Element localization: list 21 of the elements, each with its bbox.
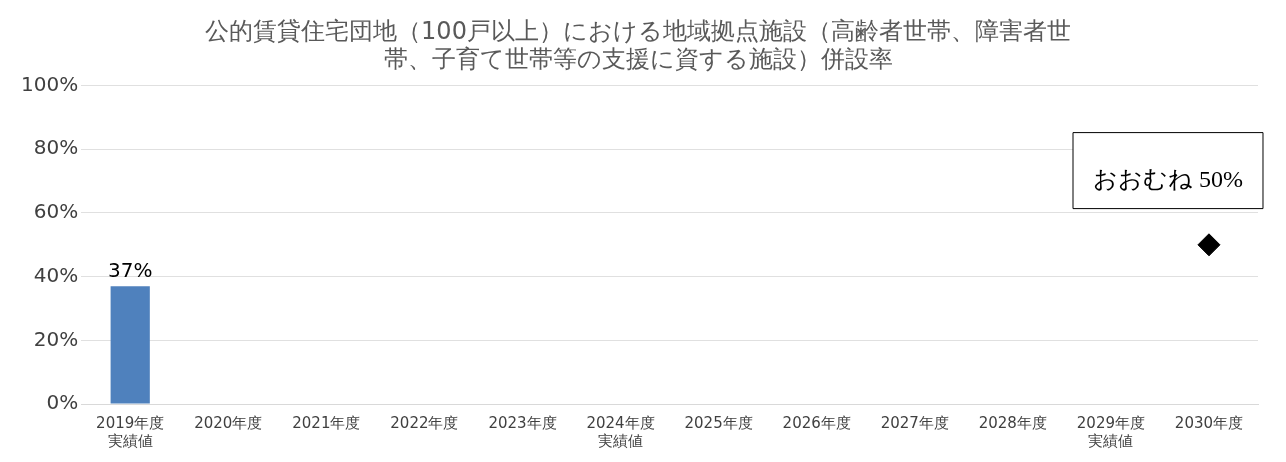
y-tick-label: 20% — [33, 326, 79, 351]
x-tick-label: 2028年度 — [978, 413, 1047, 432]
x-tick-label: 2030年度 — [1174, 413, 1244, 432]
x-tick-label: 2027年度 — [880, 413, 949, 432]
x-tick-label: 2020年度 — [194, 413, 263, 432]
y-tick-label: 40% — [33, 262, 79, 287]
x-tick-label: 2023年度 — [488, 413, 557, 432]
y-tick-label: 100% — [20, 71, 79, 96]
x-tick-label: 2022年度 — [390, 413, 459, 432]
y-tick-label: 60% — [33, 199, 79, 224]
y-tick-label: 0% — [46, 390, 79, 415]
x-tick-label: 2026年度 — [782, 413, 851, 432]
x-tick-label: 2029年度実績値 — [1076, 413, 1145, 450]
y-tick-label: 80% — [33, 135, 79, 160]
data-label: 37% — [107, 258, 153, 283]
chart-title: 公的賃貸住宅団地（100戸以上）における地域拠点施設（高齢者世帯、障害者世帯、子育て世帯等の支援に資する施設）併設率 — [205, 16, 1071, 74]
x-tick-label: 2025年度 — [684, 413, 753, 432]
annotation: おおむね 50% — [1093, 165, 1243, 192]
x-tick-label: 2019年度実績値 — [96, 413, 165, 450]
x-tick-label: 2024年度実績値 — [586, 413, 655, 450]
x-tick-label: 2021年度 — [292, 413, 361, 432]
